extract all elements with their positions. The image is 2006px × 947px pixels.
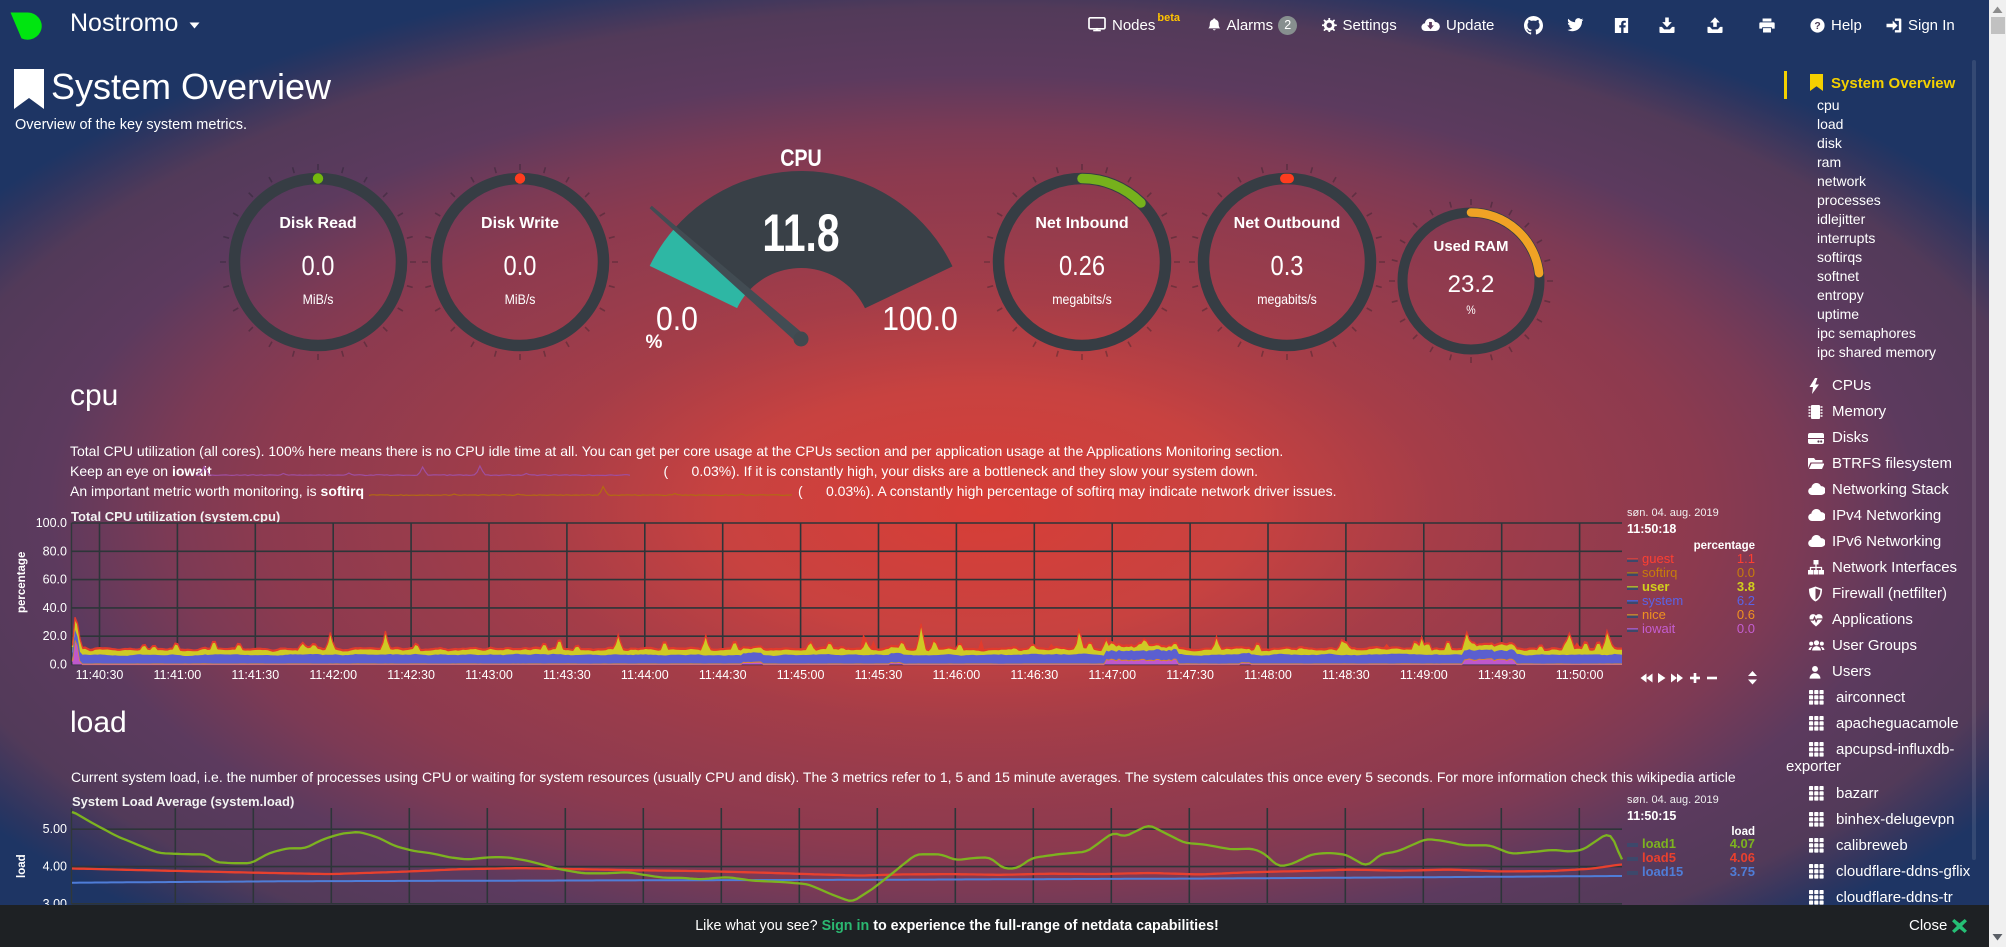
svg-text:percentage: percentage: [16, 552, 28, 613]
svg-text:11:40:30: 11:40:30: [76, 668, 124, 682]
svg-text:load15: load15: [1642, 864, 1683, 879]
svg-text:60.0: 60.0: [43, 573, 67, 587]
svg-text:11:50:18: 11:50:18: [1627, 522, 1676, 536]
svg-text:load5: load5: [1642, 850, 1676, 865]
svg-text:11:47:30: 11:47:30: [1166, 668, 1214, 682]
svg-text:100.0: 100.0: [36, 516, 67, 530]
svg-text:0.6: 0.6: [1737, 607, 1755, 622]
svg-text:11:49:30: 11:49:30: [1478, 668, 1526, 682]
svg-text:System Load Average (system.lo: System Load Average (system.load): [72, 794, 294, 809]
svg-text:11:48:30: 11:48:30: [1322, 668, 1370, 682]
svg-text:11:42:00: 11:42:00: [309, 668, 357, 682]
svg-text:load: load: [16, 854, 28, 878]
svg-text:20.0: 20.0: [43, 629, 67, 643]
svg-text:4.06: 4.06: [1730, 850, 1755, 865]
svg-text:11:46:30: 11:46:30: [1010, 668, 1058, 682]
svg-text:4.00: 4.00: [43, 860, 67, 874]
svg-text:80.0: 80.0: [43, 544, 67, 558]
svg-text:11:43:30: 11:43:30: [543, 668, 591, 682]
svg-text:11:41:00: 11:41:00: [154, 668, 202, 682]
svg-text:nice: nice: [1642, 607, 1666, 622]
svg-text:søn. 04. aug. 2019: søn. 04. aug. 2019: [1627, 507, 1719, 519]
svg-text:11:49:00: 11:49:00: [1400, 668, 1448, 682]
svg-text:softirq: softirq: [1642, 565, 1677, 580]
svg-text:guest: guest: [1642, 551, 1674, 566]
svg-text:11:42:30: 11:42:30: [387, 668, 435, 682]
svg-text:40.0: 40.0: [43, 601, 67, 615]
svg-text:3.8: 3.8: [1737, 579, 1755, 594]
svg-text:5.00: 5.00: [43, 822, 67, 836]
svg-text:11:45:00: 11:45:00: [777, 668, 825, 682]
svg-text:iowait: iowait: [1642, 621, 1676, 636]
svg-text:11:48:00: 11:48:00: [1244, 668, 1292, 682]
svg-text:?: ?: [1814, 21, 1820, 32]
svg-text:Total CPU utilization (system.: Total CPU utilization (system.cpu): [71, 509, 280, 524]
svg-text:11:44:00: 11:44:00: [621, 668, 669, 682]
svg-text:søn. 04. aug. 2019: søn. 04. aug. 2019: [1627, 794, 1719, 806]
svg-text:load1: load1: [1642, 836, 1676, 851]
svg-text:11:43:00: 11:43:00: [465, 668, 513, 682]
svg-text:11:50:00: 11:50:00: [1556, 668, 1604, 682]
svg-text:11:50:15: 11:50:15: [1627, 809, 1676, 823]
svg-text:11:47:00: 11:47:00: [1088, 668, 1136, 682]
svg-text:4.07: 4.07: [1730, 836, 1755, 851]
svg-text:0.0: 0.0: [50, 658, 67, 672]
svg-text:11:41:30: 11:41:30: [231, 668, 279, 682]
svg-text:11:46:00: 11:46:00: [933, 668, 981, 682]
svg-text:system: system: [1642, 593, 1683, 608]
svg-text:11:45:30: 11:45:30: [855, 668, 903, 682]
svg-text:11:44:30: 11:44:30: [699, 668, 747, 682]
svg-text:0.0: 0.0: [1737, 565, 1755, 580]
svg-text:percentage: percentage: [1694, 540, 1755, 552]
svg-text:3.75: 3.75: [1730, 864, 1755, 879]
svg-text:load: load: [1731, 826, 1755, 838]
svg-text:1.1: 1.1: [1737, 551, 1755, 566]
svg-text:0.0: 0.0: [1737, 621, 1755, 636]
svg-text:user: user: [1642, 579, 1669, 594]
svg-text:6.2: 6.2: [1737, 593, 1755, 608]
